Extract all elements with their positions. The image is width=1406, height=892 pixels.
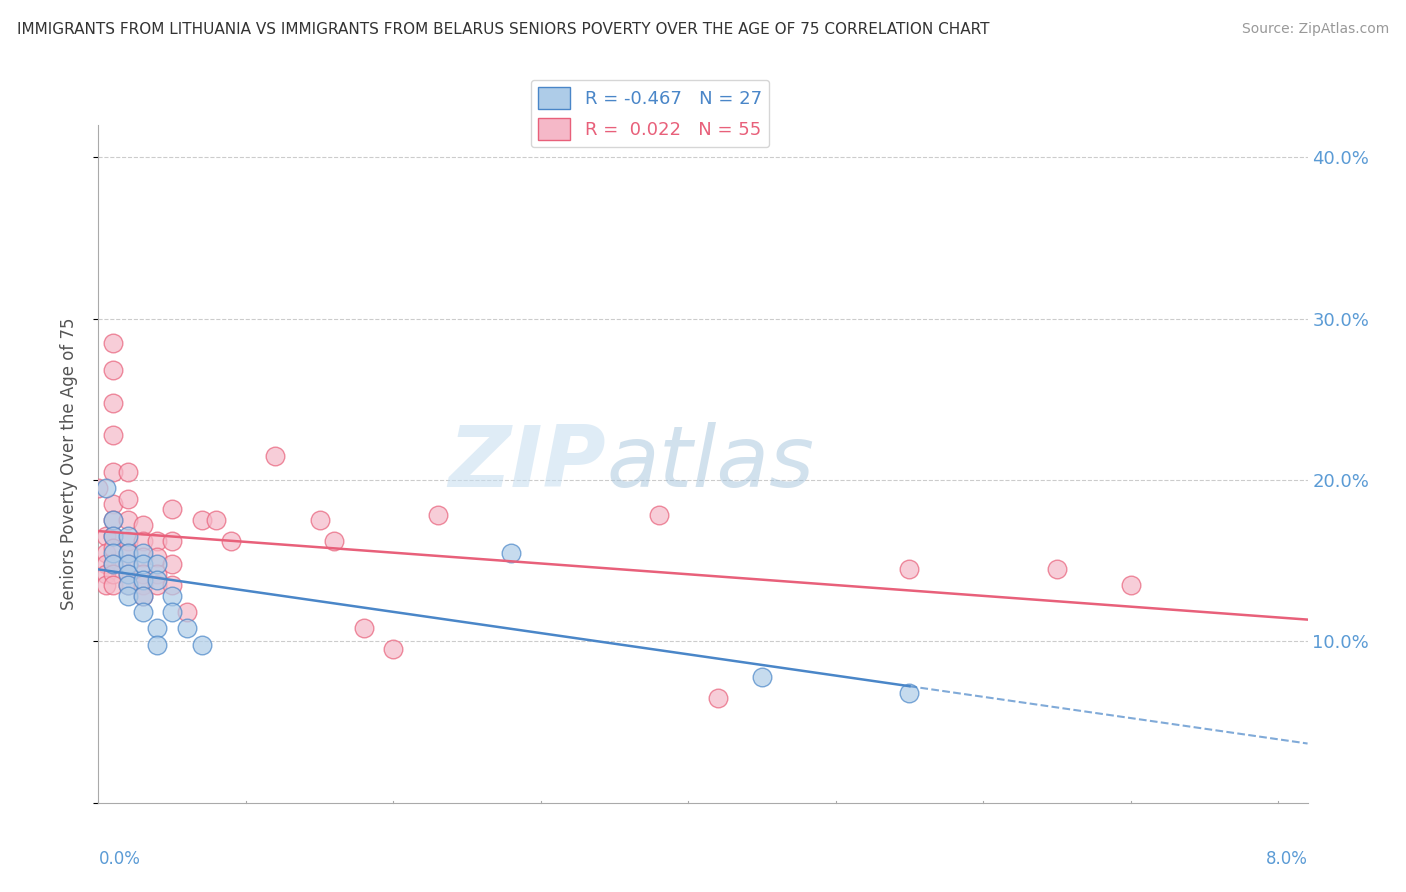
Point: [117, 589, 139, 603]
Point: [264, 449, 287, 463]
Point: [131, 605, 153, 619]
Point: [706, 690, 728, 705]
Point: [131, 518, 153, 533]
Text: atlas: atlas: [606, 422, 814, 506]
Point: [323, 534, 346, 549]
Point: [160, 557, 183, 571]
Point: [117, 529, 139, 543]
Point: [131, 573, 153, 587]
Text: 8.0%: 8.0%: [1265, 850, 1308, 868]
Point: [190, 638, 212, 652]
Point: [117, 578, 139, 592]
Point: [1046, 562, 1069, 576]
Point: [101, 529, 124, 543]
Point: [101, 427, 124, 442]
Point: [146, 573, 169, 587]
Point: [101, 465, 124, 479]
Point: [131, 534, 153, 549]
Point: [117, 557, 139, 571]
Point: [101, 395, 124, 409]
Point: [176, 622, 198, 636]
Point: [146, 557, 169, 571]
Point: [146, 566, 169, 581]
Point: [101, 513, 124, 527]
Point: [94, 557, 117, 571]
Point: [751, 670, 773, 684]
Point: [117, 546, 139, 560]
Point: [160, 589, 183, 603]
Point: [117, 513, 139, 527]
Point: [94, 546, 117, 560]
Point: [501, 546, 523, 560]
Point: [205, 513, 228, 527]
Legend: R = -0.467   N = 27, R =  0.022   N = 55: R = -0.467 N = 27, R = 0.022 N = 55: [530, 79, 769, 147]
Point: [131, 566, 153, 581]
Point: [382, 642, 405, 657]
Point: [117, 546, 139, 560]
Point: [101, 541, 124, 555]
Point: [117, 578, 139, 592]
Point: [353, 622, 375, 636]
Point: [101, 578, 124, 592]
Point: [219, 534, 242, 549]
Point: [117, 492, 139, 507]
Text: IMMIGRANTS FROM LITHUANIA VS IMMIGRANTS FROM BELARUS SENIORS POVERTY OVER THE AG: IMMIGRANTS FROM LITHUANIA VS IMMIGRANTS …: [17, 22, 990, 37]
Point: [101, 557, 124, 571]
Text: 0.0%: 0.0%: [98, 850, 141, 868]
Point: [101, 546, 124, 560]
Point: [101, 557, 124, 571]
Point: [87, 481, 110, 495]
Point: [94, 481, 117, 495]
Point: [94, 566, 117, 581]
Point: [131, 589, 153, 603]
Point: [146, 534, 169, 549]
Point: [101, 335, 124, 350]
Point: [176, 605, 198, 619]
Point: [101, 363, 124, 377]
Point: [898, 562, 921, 576]
Point: [131, 550, 153, 565]
Point: [426, 508, 449, 523]
Point: [160, 534, 183, 549]
Point: [131, 578, 153, 592]
Point: [146, 622, 169, 636]
Text: ZIP: ZIP: [449, 422, 606, 506]
Point: [160, 502, 183, 516]
Point: [146, 638, 169, 652]
Point: [94, 578, 117, 592]
Y-axis label: Seniors Poverty Over the Age of 75: Seniors Poverty Over the Age of 75: [59, 318, 77, 610]
Point: [117, 566, 139, 581]
Point: [117, 534, 139, 549]
Point: [101, 497, 124, 511]
Point: [117, 557, 139, 571]
Point: [131, 589, 153, 603]
Point: [131, 546, 153, 560]
Point: [101, 513, 124, 527]
Point: [308, 513, 330, 527]
Point: [131, 557, 153, 571]
Point: [94, 529, 117, 543]
Point: [160, 578, 183, 592]
Point: [898, 686, 921, 700]
Text: Source: ZipAtlas.com: Source: ZipAtlas.com: [1241, 22, 1389, 37]
Point: [160, 605, 183, 619]
Point: [1119, 578, 1142, 592]
Point: [190, 513, 212, 527]
Point: [101, 566, 124, 581]
Point: [117, 566, 139, 581]
Point: [648, 508, 671, 523]
Point: [146, 578, 169, 592]
Point: [146, 550, 169, 565]
Point: [101, 529, 124, 543]
Point: [117, 465, 139, 479]
